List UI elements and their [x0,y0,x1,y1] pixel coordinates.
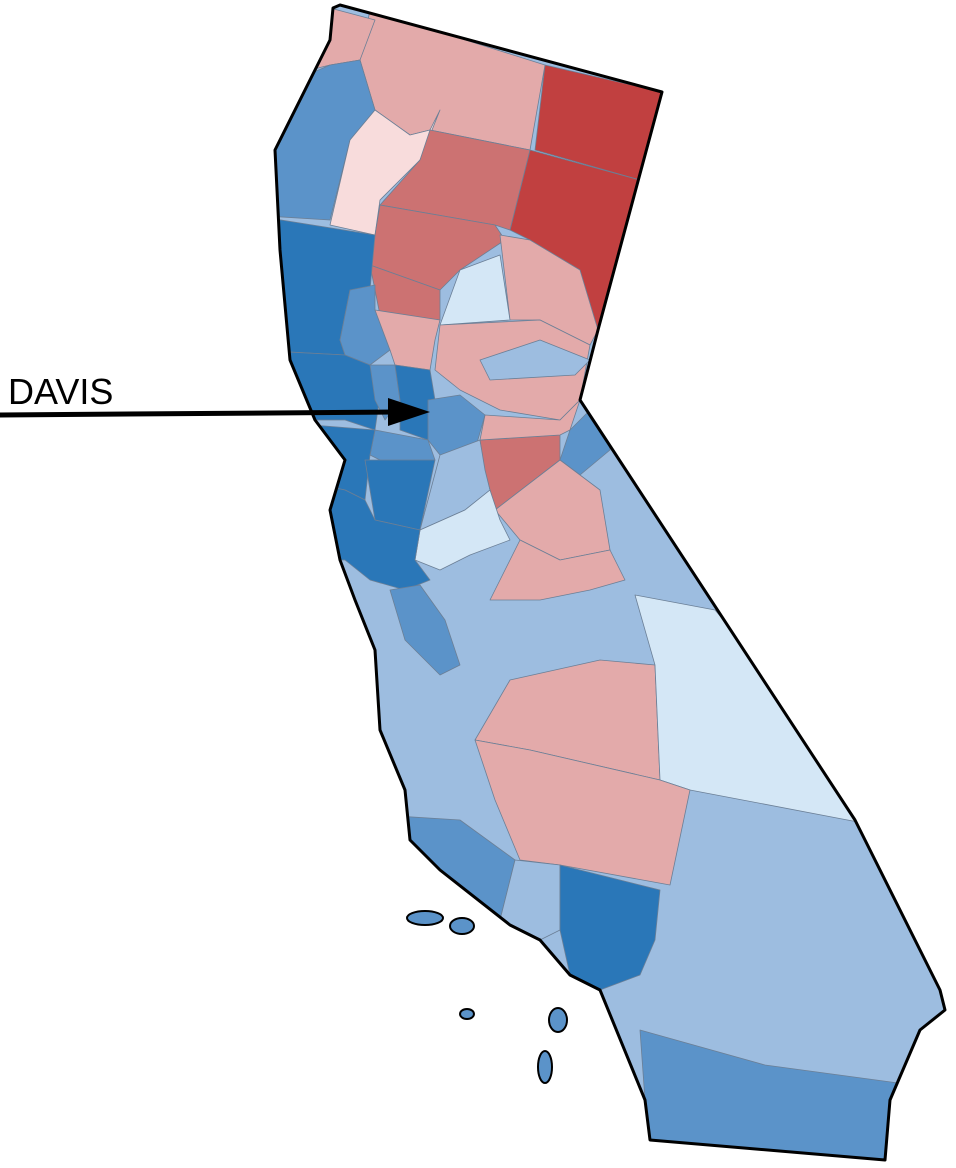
arrow-head [388,398,430,426]
county [499,234,599,346]
county [339,284,391,366]
annotation-arrow [0,398,430,426]
island [406,910,444,926]
county [275,419,376,501]
islands [406,910,568,1084]
state-outline [273,3,947,1162]
county [389,584,461,676]
city-label: DAVIS [8,371,113,412]
county [414,489,511,571]
county [474,739,691,886]
arrow-shaft [0,409,396,418]
county [479,339,591,381]
county [559,864,661,991]
island [537,1050,553,1084]
island [449,917,475,935]
county [489,539,626,601]
island [548,1007,568,1033]
county [329,109,441,236]
island [459,1008,475,1020]
